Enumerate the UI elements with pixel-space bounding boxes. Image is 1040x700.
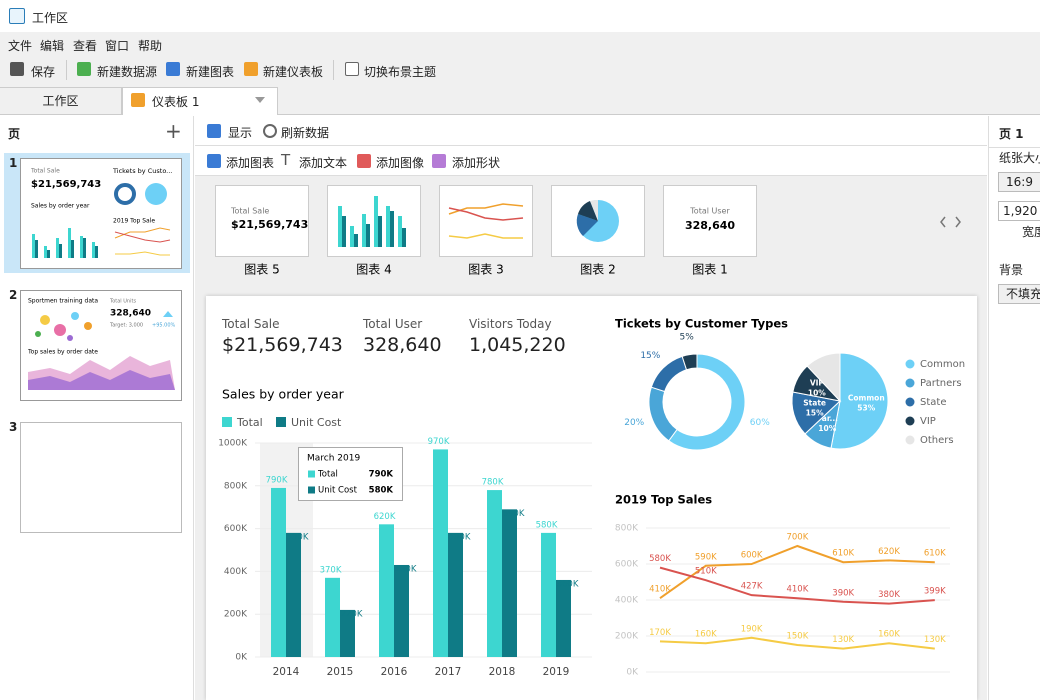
menu-item[interactable]: 帮助 <box>138 39 163 53</box>
card-text: 328,640 <box>685 219 735 232</box>
menu-item[interactable]: 文件 <box>8 39 33 53</box>
save-icon <box>10 62 24 76</box>
thumb-text: Target: 3,000 <box>109 323 143 329</box>
properties-panel: 页 1 纸张大小 16:9 1,920 宽度 背景 不填充 <box>988 116 1040 700</box>
ratio-select[interactable]: 16:9 <box>998 172 1040 192</box>
field-label: 纸张大小 <box>999 151 1040 165</box>
kpi-label: Total User <box>363 317 423 331</box>
gallery-card[interactable] <box>551 185 645 257</box>
thumb-text: Sales by order year <box>31 203 90 210</box>
thumb-text: +95.00% <box>152 323 176 329</box>
kpi-value: $21,569,743 <box>222 334 343 356</box>
dashboard <box>206 296 977 700</box>
card-text: Total User <box>689 207 730 216</box>
page-number: 3 <box>9 420 18 434</box>
toolbar-button[interactable]: 添加形状 <box>452 156 501 170</box>
image-icon <box>357 154 371 168</box>
panel-title: 页 1 <box>999 127 1024 141</box>
menu-item[interactable]: 编辑 <box>40 39 65 53</box>
prev-arrow[interactable] <box>940 216 946 228</box>
kpi-value: 1,045,220 <box>469 334 566 356</box>
next-arrow[interactable] <box>955 216 961 228</box>
page-thumbnail[interactable] <box>20 422 182 533</box>
page-number: 2 <box>9 288 18 302</box>
add-chart-icon <box>207 154 221 168</box>
text-icon: T <box>281 151 291 169</box>
page-thumbnail[interactable]: Total Sale $21,569,743 Tickets by Custo.… <box>20 158 182 269</box>
thumb-text: Sportmen training data <box>28 298 98 305</box>
shape-icon <box>432 154 446 168</box>
dashboard-icon <box>244 62 258 76</box>
toolbar-button[interactable]: 切换布景主题 <box>364 65 437 79</box>
separator <box>66 60 67 80</box>
background-select[interactable]: 不填充 <box>998 284 1040 304</box>
show-icon <box>207 124 221 138</box>
separator <box>989 147 1040 148</box>
kpi-value: 328,640 <box>363 334 442 356</box>
card-label: 图表 4 <box>356 263 391 277</box>
card-label: 图表 2 <box>580 263 615 277</box>
gallery-card[interactable]: Total Sale $21,569,743 <box>215 185 309 257</box>
kpi-label: Total Sale <box>222 317 280 331</box>
chart-gallery: Total Sale $21,569,743 Total User 328,64… <box>215 185 961 277</box>
page-number: 1 <box>9 156 18 170</box>
panel-title: 页 <box>8 127 21 141</box>
card-label: 图表 3 <box>468 263 503 277</box>
tab[interactable]: 工作区 <box>0 87 122 114</box>
thumb-text: 328,640 <box>110 309 151 319</box>
theme-icon <box>345 62 359 76</box>
toolbar-button[interactable]: 新建仪表板 <box>263 65 324 79</box>
toolbar-button[interactable]: 添加文本 <box>299 156 348 170</box>
toolbar-button[interactable]: 新建图表 <box>186 65 235 79</box>
title-bar <box>0 0 1040 32</box>
tab-dropdown[interactable] <box>255 97 265 103</box>
card-label: 图表 5 <box>244 263 279 277</box>
refresh-icon <box>263 124 277 138</box>
menu-item[interactable]: 窗口 <box>105 39 130 53</box>
app-icon <box>9 8 25 24</box>
dashboard-icon <box>131 93 145 107</box>
thumb-text: Total Sale <box>30 168 60 175</box>
menu-item[interactable]: 查看 <box>73 39 98 53</box>
thumb-text: 2019 Top Sale <box>113 218 155 225</box>
field-label: 宽度 <box>1022 225 1040 239</box>
toolbar-button[interactable]: 添加图像 <box>376 156 425 170</box>
datasource-icon <box>77 62 91 76</box>
tab-active[interactable] <box>122 87 278 115</box>
card-label: 图表 1 <box>692 263 727 277</box>
toolbar-button[interactable]: 新建数据源 <box>97 65 158 79</box>
separator <box>195 145 987 146</box>
add-page[interactable]: + <box>165 119 182 143</box>
thumb-text: Total Units <box>109 299 136 305</box>
toolbar-button[interactable]: 刷新数据 <box>281 126 330 140</box>
chart-icon <box>166 62 180 76</box>
width-input[interactable]: 1,920 <box>998 201 1040 221</box>
thumb-text: Tickets by Custo... <box>112 167 172 175</box>
kpi-label: Visitors Today <box>469 317 552 331</box>
canvas-toolbar <box>195 116 987 176</box>
field-label: 背景 <box>999 263 1024 277</box>
tab-label: 仪表板 1 <box>152 95 200 109</box>
toolbar-button[interactable]: 显示 <box>228 126 253 140</box>
card-text: Total Sale <box>230 207 269 216</box>
thumb-text: Top sales by order date <box>27 349 98 356</box>
toolbar-button[interactable]: 添加图表 <box>226 156 275 170</box>
gallery-card[interactable] <box>327 185 421 257</box>
page-thumbnail[interactable]: Sportmen training data Total Units 328,6… <box>20 290 182 401</box>
window-title: 工作区 <box>32 11 69 25</box>
gallery-card[interactable] <box>439 185 533 257</box>
separator <box>333 60 334 80</box>
toolbar-button[interactable]: 保存 <box>31 65 56 79</box>
card-text: $21,569,743 <box>231 218 308 231</box>
gallery-card[interactable]: Total User 328,640 <box>663 185 757 257</box>
thumb-text: $21,569,743 <box>31 179 101 190</box>
